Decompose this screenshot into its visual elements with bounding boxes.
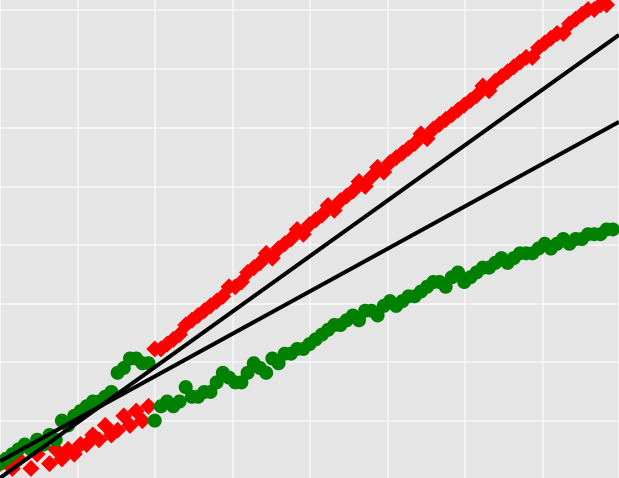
green-point (172, 394, 187, 409)
fit-lines (0, 33, 619, 478)
red-point (90, 431, 108, 449)
green-point (147, 413, 162, 428)
green-point (259, 365, 274, 380)
red-point (140, 397, 158, 415)
red-point (133, 412, 151, 430)
red-point (598, 0, 616, 14)
green-point (605, 222, 619, 237)
red-point (109, 421, 127, 439)
fit-line-2 (0, 120, 619, 464)
